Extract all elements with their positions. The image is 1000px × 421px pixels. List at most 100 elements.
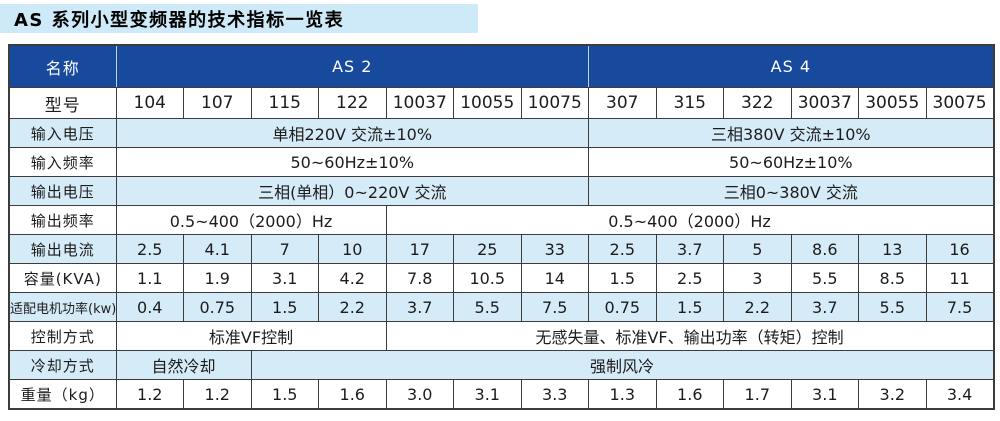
value-cell: 33 [520, 234, 590, 264]
value-cell: 3.3 [520, 379, 590, 410]
row-label: 容量(KVA) [8, 263, 117, 293]
value-cell: 7.5 [925, 292, 995, 322]
table-row: 输入电压 单相220V 交流±10% 三相380V 交流±10% [8, 118, 995, 148]
value-cell: 10037 [385, 87, 454, 119]
value-cell: 107 [183, 87, 252, 119]
page-title-bar: AS 系列小型变频器的技术指标一览表 [0, 4, 478, 33]
value-cell: 3.7 [655, 234, 725, 264]
value-cell: 0.5~400（2000）Hz [115, 205, 387, 235]
value-cell: 三相0~380V 交流 [588, 176, 995, 206]
table-row: 输入频率 50~60Hz±10% 50~60Hz±10% [8, 147, 995, 177]
value-cell: 3.7 [385, 292, 454, 322]
table-row: 冷却方式 自然冷却 强制风冷 [8, 350, 995, 380]
value-cell: 7 [250, 234, 319, 264]
header-row: 名称 AS 2 AS 4 [8, 44, 995, 88]
value-cell: 3.2 [858, 379, 927, 410]
page-title: AS 系列小型变频器的技术指标一览表 [14, 9, 345, 31]
value-cell: 强制风冷 [250, 350, 995, 380]
value-cell: 2.5 [115, 234, 184, 264]
value-cell: 标准VF控制 [115, 321, 387, 351]
header-group-as2: AS 2 [115, 44, 590, 88]
value-cell: 5.5 [790, 263, 860, 293]
value-cell: 1.2 [183, 379, 252, 410]
row-label: 型号 [8, 87, 117, 119]
value-cell: 17 [385, 234, 454, 264]
row-label: 控制方式 [8, 321, 117, 351]
value-cell: 3.1 [790, 379, 860, 410]
value-cell: 16 [925, 234, 995, 264]
spec-table-header: 名称 AS 2 AS 4 [8, 44, 995, 88]
value-cell: 104 [115, 87, 184, 119]
value-cell: 2.5 [588, 234, 657, 264]
value-cell: 4.1 [183, 234, 252, 264]
table-row: 重量（kg） 1.2 1.2 1.5 1.6 3.0 3.1 3.3 1.3 1.6 1.7 3.1 3… [8, 379, 995, 410]
value-cell: 13 [858, 234, 927, 264]
value-cell: 3.1 [250, 263, 319, 293]
spec-table-body: 型号 104 107 115 122 10037 10055 10075 307 315 322 30… [8, 87, 995, 410]
value-cell: 7.5 [520, 292, 590, 322]
value-cell: 1.6 [318, 379, 387, 410]
value-cell: 0.4 [115, 292, 184, 322]
row-label: 输出频率 [8, 205, 117, 235]
table-row: 输出电流 2.5 4.1 7 10 17 25 33 2.5 3.7 5 8.6 13 16 [8, 234, 995, 264]
row-label: 输出电流 [8, 234, 117, 264]
value-cell: 307 [588, 87, 657, 119]
table-row: 适配电机功率(kw) 0.4 0.75 1.5 2.2 3.7 5.5 7.5 0.75 1.5 2… [8, 292, 995, 322]
value-cell: 30075 [925, 87, 995, 119]
row-label: 重量（kg） [8, 379, 117, 410]
value-cell: 30055 [858, 87, 927, 119]
value-cell: 0.75 [183, 292, 252, 322]
value-cell: 2.5 [655, 263, 725, 293]
value-cell: 50~60Hz±10% [588, 147, 995, 177]
value-cell: 3.4 [925, 379, 995, 410]
value-cell: 8.5 [858, 263, 927, 293]
value-cell: 10055 [453, 87, 522, 119]
row-label: 输出电压 [8, 176, 117, 206]
value-cell: 1.5 [588, 263, 657, 293]
value-cell: 三相380V 交流±10% [588, 118, 995, 148]
value-cell: 0.5~400（2000）Hz [385, 205, 995, 235]
value-cell: 2.2 [318, 292, 387, 322]
value-cell: 11 [925, 263, 995, 293]
value-cell: 10075 [520, 87, 590, 119]
table-row: 型号 104 107 115 122 10037 10055 10075 307 315 322 30… [8, 87, 995, 119]
value-cell: 50~60Hz±10% [115, 147, 590, 177]
value-cell: 5 [723, 234, 792, 264]
value-cell: 1.3 [588, 379, 657, 410]
value-cell: 3.1 [453, 379, 522, 410]
value-cell: 自然冷却 [115, 350, 252, 380]
value-cell: 1.9 [183, 263, 252, 293]
value-cell: 3 [723, 263, 792, 293]
header-group-as4: AS 4 [588, 44, 995, 88]
value-cell: 10 [318, 234, 387, 264]
table-row: 输出频率 0.5~400（2000）Hz 0.5~400（2000）Hz [8, 205, 995, 235]
value-cell: 5.5 [453, 292, 522, 322]
value-cell: 1.5 [655, 292, 725, 322]
value-cell: 5.5 [858, 292, 927, 322]
value-cell: 三相(单相）0~220V 交流 [115, 176, 590, 206]
row-label: 冷却方式 [8, 350, 117, 380]
spec-table: 名称 AS 2 AS 4 型号 104 107 115 122 10037 10055 100… [8, 44, 995, 410]
value-cell: 1.6 [655, 379, 725, 410]
value-cell: 1.2 [115, 379, 184, 410]
value-cell: 4.2 [318, 263, 387, 293]
value-cell: 1.7 [723, 379, 792, 410]
value-cell: 25 [453, 234, 522, 264]
row-label: 适配电机功率(kw) [8, 292, 117, 322]
value-cell: 315 [655, 87, 725, 119]
value-cell: 1.1 [115, 263, 184, 293]
table-row: 容量(KVA) 1.1 1.9 3.1 4.2 7.8 10.5 14 1.5 2.5 3 5.5 8.… [8, 263, 995, 293]
table-row: 控制方式 标准VF控制 无感失量、标准VF、输出功率（转矩）控制 [8, 321, 995, 351]
value-cell: 0.75 [588, 292, 657, 322]
header-name-cell: 名称 [8, 44, 117, 88]
row-label: 输入频率 [8, 147, 117, 177]
value-cell: 14 [520, 263, 590, 293]
value-cell: 10.5 [453, 263, 522, 293]
value-cell: 无感失量、标准VF、输出功率（转矩）控制 [385, 321, 995, 351]
row-label: 输入电压 [8, 118, 117, 148]
value-cell: 1.5 [250, 379, 319, 410]
value-cell: 7.8 [385, 263, 454, 293]
value-cell: 122 [318, 87, 387, 119]
value-cell: 1.5 [250, 292, 319, 322]
